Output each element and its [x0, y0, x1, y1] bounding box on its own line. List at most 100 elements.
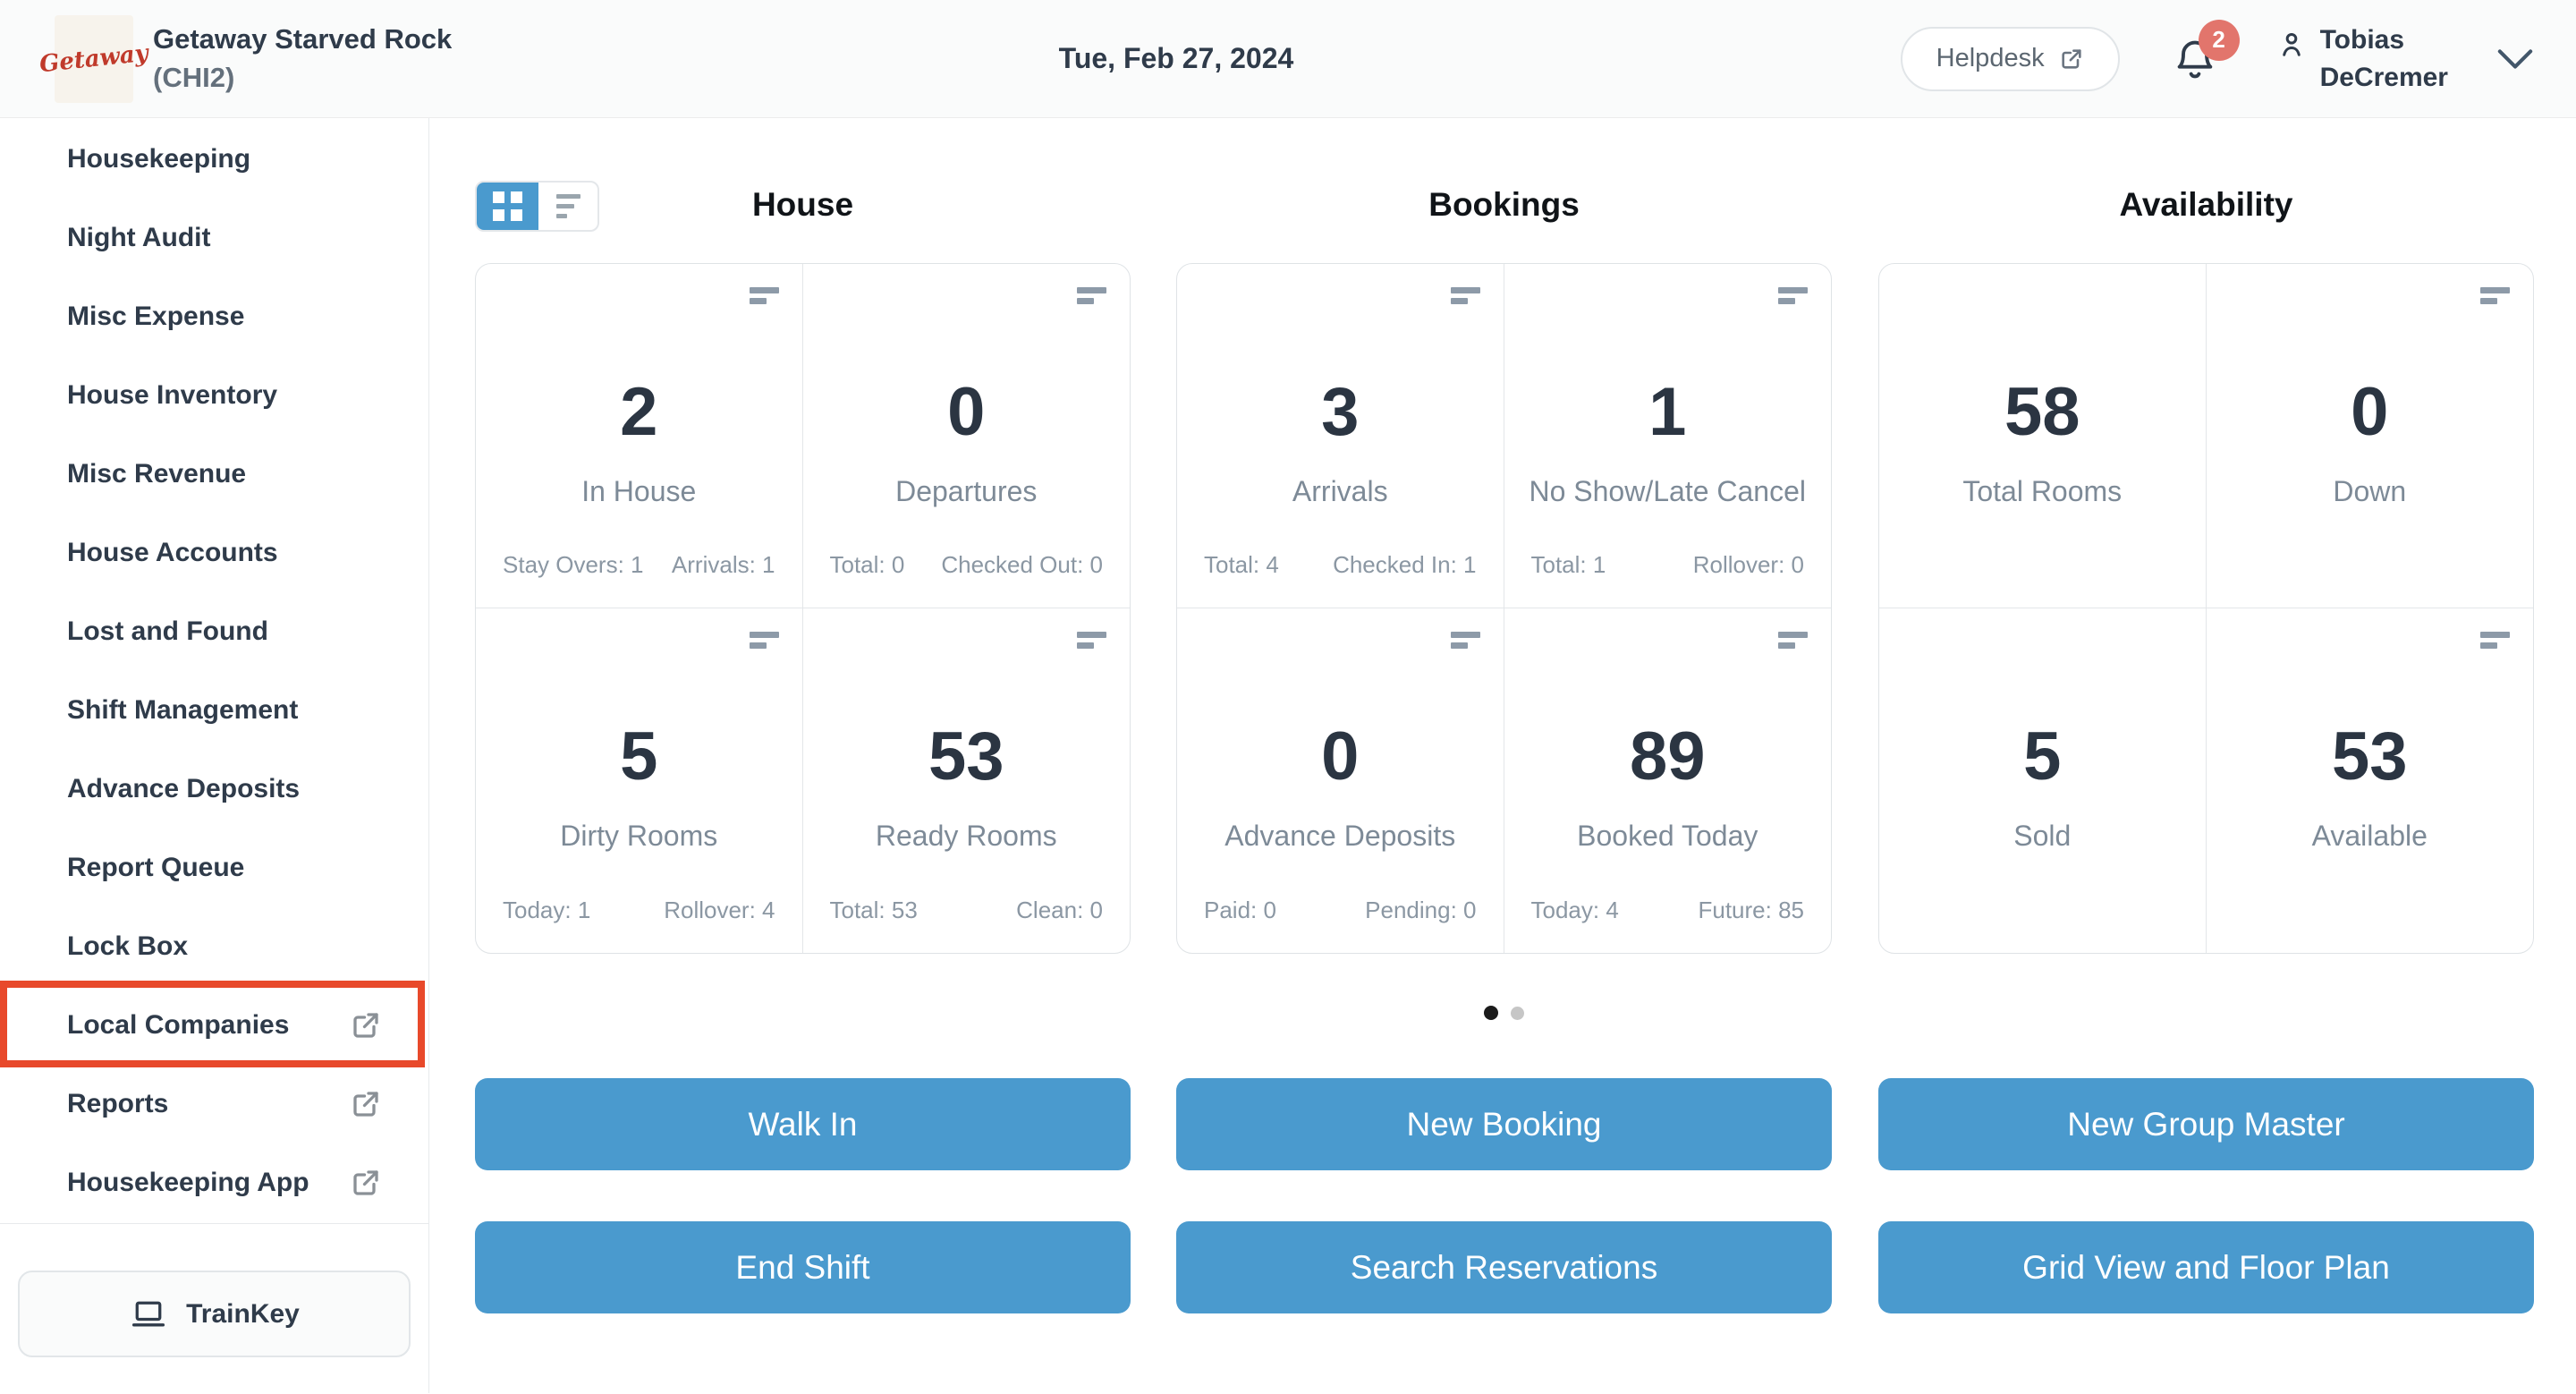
card-dirty-rooms[interactable]: 5 Dirty Rooms Today: 1 Rollover: 4 [476, 608, 803, 953]
section-title-availability: Availability [2119, 186, 2293, 223]
sidebar-item-label: Night Audit [67, 223, 211, 252]
sidebar-item-housekeeping-app[interactable]: Housekeeping App [0, 1143, 428, 1222]
sidebar-item-local-companies[interactable]: Local Companies [0, 986, 428, 1065]
search-reservations-button[interactable]: Search Reservations [1176, 1221, 1832, 1313]
business-date: Tue, Feb 27, 2024 [1058, 42, 1294, 74]
user-menu[interactable]: Tobias DeCremer [2275, 21, 2448, 97]
card-stat-left: Stay Overs: 1 [503, 551, 644, 578]
card-total-rooms[interactable]: 58 Total Rooms [1879, 264, 2207, 608]
card-options-icon[interactable] [1778, 632, 1808, 649]
card-stat-right: Rollover: 0 [1692, 551, 1804, 578]
sidebar-item-housekeeping[interactable]: Housekeeping [0, 120, 428, 199]
card-value: 1 [1648, 374, 1687, 450]
sidebar-item-label: Housekeeping [67, 144, 251, 174]
grid-view-button[interactable] [477, 183, 538, 230]
card-options-icon[interactable] [1450, 632, 1480, 649]
card-advance-deposits[interactable]: 0 Advance Deposits Paid: 0 Pending: 0 [1177, 608, 1504, 953]
user-menu-toggle[interactable] [2496, 48, 2534, 70]
carousel-dots [1176, 995, 1832, 1031]
card-stat-left: Paid: 0 [1204, 897, 1276, 923]
card-stats: Total: 4 Checked In: 1 [1177, 551, 1504, 608]
user-last-name: DeCremer [2319, 62, 2448, 92]
new-group-master-button[interactable]: New Group Master [1878, 1078, 2534, 1170]
sidebar-item-report-queue[interactable]: Report Queue [0, 829, 428, 907]
card-options-icon[interactable] [749, 632, 779, 649]
external-link-icon [353, 1170, 378, 1195]
card-label: Sold [2013, 820, 2072, 852]
sidebar-item-advance-deposits[interactable]: Advance Deposits [0, 750, 428, 829]
card-options-icon[interactable] [2480, 632, 2510, 649]
card-departures[interactable]: 0 Departures Total: 0 Checked Out: 0 [802, 264, 1130, 608]
card-booked-today[interactable]: 89 Booked Today Today: 4 Future: 85 [1504, 608, 1832, 953]
carousel-dot[interactable] [1511, 1006, 1524, 1020]
carousel-dot-active[interactable] [1484, 1006, 1498, 1020]
card-label: Available [2311, 820, 2428, 852]
walk-in-button[interactable]: Walk In [475, 1078, 1131, 1170]
card-label: Departures [895, 475, 1038, 507]
card-options-icon[interactable] [2480, 287, 2510, 304]
sidebar-item-label: Misc Revenue [67, 459, 247, 489]
user-first-name: Tobias [2319, 24, 2405, 55]
card-stat-right: Clean: 0 [1016, 897, 1103, 923]
sidebar-item-label: House Inventory [67, 380, 278, 410]
sidebar-item-misc-revenue[interactable]: Misc Revenue [0, 435, 428, 514]
card-value: 53 [928, 718, 1004, 795]
notifications-button[interactable]: 2 [2172, 19, 2240, 82]
card-options-icon[interactable] [1450, 287, 1480, 304]
notification-count-badge: 2 [2198, 19, 2240, 61]
card-stats: Today: 1 Rollover: 4 [476, 897, 802, 953]
helpdesk-button[interactable]: Helpdesk [1900, 26, 2120, 91]
card-value: 2 [620, 374, 658, 450]
card-sold[interactable]: 5 Sold [1879, 608, 2207, 953]
card-value: 5 [620, 718, 658, 795]
sidebar-item-lost-and-found[interactable]: Lost and Found [0, 592, 428, 671]
sidebar-item-reports[interactable]: Reports [0, 1065, 428, 1143]
chevron-down-icon [2497, 48, 2533, 69]
card-options-icon[interactable] [749, 287, 779, 304]
sidebar-item-house-accounts[interactable]: House Accounts [0, 514, 428, 592]
card-stat-left: Today: 4 [1530, 897, 1619, 923]
sidebar-item-night-audit[interactable]: Night Audit [0, 199, 428, 277]
card-stats: Paid: 0 Pending: 0 [1177, 897, 1504, 953]
bookings-card-group: 3 Arrivals Total: 4 Checked In: 1 1 No S… [1176, 263, 1832, 954]
card-down[interactable]: 0 Down [2206, 264, 2533, 608]
card-value: 5 [2023, 718, 2062, 795]
card-label: Dirty Rooms [560, 820, 718, 852]
card-stat-left: Total: 4 [1204, 551, 1279, 578]
card-arrivals[interactable]: 3 Arrivals Total: 4 Checked In: 1 [1177, 264, 1504, 608]
card-options-icon[interactable] [1778, 287, 1808, 304]
sidebar-item-misc-expense[interactable]: Misc Expense [0, 277, 428, 356]
trainkey-label: TrainKey [186, 1298, 300, 1329]
card-value: 3 [1321, 374, 1360, 450]
end-shift-button[interactable]: End Shift [475, 1221, 1131, 1313]
sidebar-item-lock-box[interactable]: Lock Box [0, 907, 428, 986]
card-stats: Today: 4 Future: 85 [1504, 897, 1832, 953]
card-stat-left: Total: 53 [829, 897, 918, 923]
card-options-icon[interactable] [1077, 287, 1106, 304]
house-card-group: 2 In House Stay Overs: 1 Arrivals: 1 0 D… [475, 263, 1131, 954]
property-code: (CHI2) [153, 61, 235, 93]
card-ready-rooms[interactable]: 53 Ready Rooms Total: 53 Clean: 0 [803, 608, 1131, 953]
external-link-icon [353, 1092, 378, 1117]
section-title-bookings: Bookings [1428, 186, 1580, 223]
helpdesk-label: Helpdesk [1936, 44, 2045, 72]
new-booking-button[interactable]: New Booking [1176, 1078, 1832, 1170]
trainkey-button[interactable]: TrainKey [18, 1271, 411, 1357]
card-value: 0 [947, 374, 986, 450]
sidebar-item-label: Misc Expense [67, 302, 245, 331]
card-label: In House [581, 475, 697, 507]
list-icon [555, 194, 580, 218]
card-stats: Stay Overs: 1 Arrivals: 1 [476, 551, 802, 608]
list-view-button[interactable] [538, 183, 597, 230]
card-in-house[interactable]: 2 In House Stay Overs: 1 Arrivals: 1 [476, 264, 803, 608]
app-header: Getaway Getaway Starved Rock (CHI2) Tue,… [0, 0, 2576, 118]
view-toggle [475, 181, 599, 232]
card-options-icon[interactable] [1077, 632, 1106, 649]
grid-view-floor-plan-button[interactable]: Grid View and Floor Plan [1878, 1221, 2534, 1313]
sidebar-item-shift-management[interactable]: Shift Management [0, 671, 428, 750]
card-stat-right: Arrivals: 1 [671, 551, 775, 578]
sidebar-item-house-inventory[interactable]: House Inventory [0, 356, 428, 435]
section-title-house: House [751, 186, 854, 223]
card-no-show-late-cancel[interactable]: 1 No Show/Late Cancel Total: 1 Rollover:… [1504, 264, 1831, 608]
card-available[interactable]: 53 Available [2207, 608, 2534, 953]
